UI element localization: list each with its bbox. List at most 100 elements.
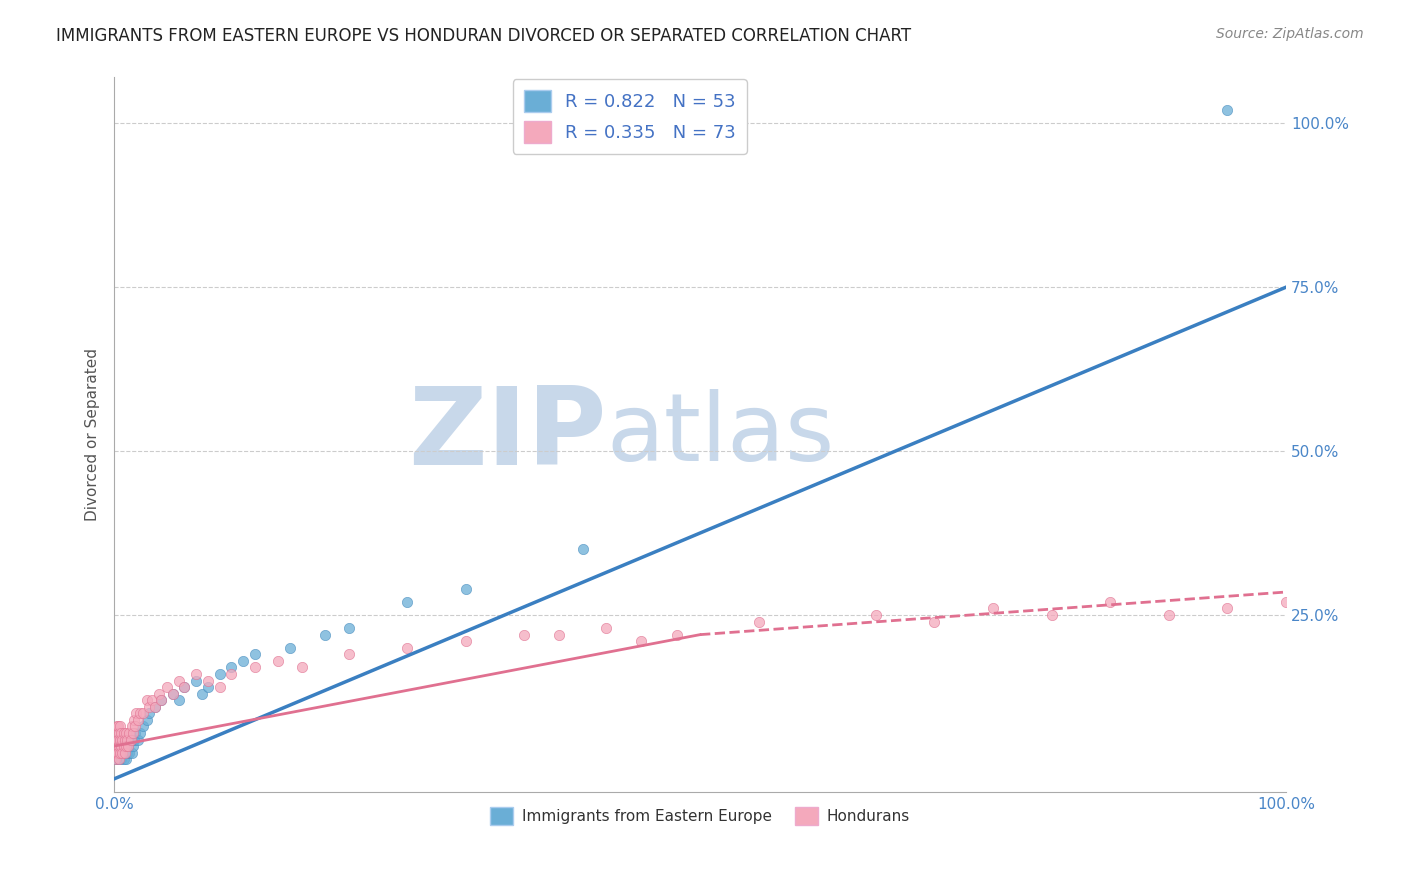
Point: [197, 680, 219, 694]
Point: [114, 732, 136, 747]
Point: [108, 732, 131, 747]
Point: [162, 687, 184, 701]
Point: [127, 732, 149, 747]
Point: [243, 648, 266, 662]
Point: [115, 732, 138, 747]
Point: [121, 719, 143, 733]
Point: [110, 739, 132, 753]
Point: [124, 719, 146, 733]
Point: [108, 719, 131, 733]
Point: [104, 726, 127, 740]
Point: [105, 739, 128, 753]
Point: [115, 746, 138, 760]
Point: [221, 660, 243, 674]
Point: [122, 732, 145, 747]
Point: [162, 687, 184, 701]
Point: [865, 607, 887, 622]
Point: [125, 706, 148, 721]
Point: [314, 627, 336, 641]
Point: [167, 693, 190, 707]
Point: [107, 732, 129, 747]
Point: [103, 746, 125, 760]
Point: [118, 726, 141, 740]
Point: [114, 732, 136, 747]
Point: [115, 739, 138, 753]
Point: [121, 732, 143, 747]
Point: [132, 719, 155, 733]
Point: [1216, 601, 1239, 615]
Point: [278, 640, 301, 655]
Point: [105, 746, 128, 760]
Point: [111, 746, 134, 760]
Point: [104, 746, 127, 760]
Point: [110, 752, 132, 766]
Point: [1099, 595, 1122, 609]
Point: [143, 699, 166, 714]
Point: [108, 739, 131, 753]
Point: [107, 719, 129, 733]
Point: [112, 739, 135, 753]
Point: [186, 673, 208, 688]
Point: [143, 699, 166, 714]
Point: [107, 746, 129, 760]
Point: [291, 660, 314, 674]
Point: [337, 648, 360, 662]
Point: [115, 752, 138, 766]
Point: [117, 739, 139, 753]
Point: [1216, 103, 1239, 118]
Point: [108, 732, 131, 747]
Point: [127, 713, 149, 727]
Point: [107, 746, 129, 760]
Point: [114, 746, 136, 760]
Point: [572, 542, 595, 557]
Point: [129, 726, 152, 740]
Point: [232, 654, 254, 668]
Point: [108, 746, 131, 760]
Point: [108, 752, 131, 766]
Point: [129, 706, 152, 721]
Point: [156, 680, 179, 694]
Point: [396, 595, 419, 609]
Point: [120, 732, 142, 747]
Point: [121, 746, 143, 760]
Point: [138, 699, 160, 714]
Point: [1040, 607, 1063, 622]
Text: ZIP: ZIP: [408, 382, 606, 488]
Legend: Immigrants from Eastern Europe, Hondurans: Immigrants from Eastern Europe, Honduran…: [481, 797, 920, 834]
Point: [105, 719, 128, 733]
Point: [111, 732, 134, 747]
Point: [243, 660, 266, 674]
Point: [115, 739, 138, 753]
Point: [197, 673, 219, 688]
Point: [104, 752, 127, 766]
Point: [630, 634, 652, 648]
Point: [114, 746, 136, 760]
Point: [595, 621, 617, 635]
Point: [110, 739, 132, 753]
Point: [108, 752, 131, 766]
Y-axis label: Divorced or Separated: Divorced or Separated: [86, 348, 100, 521]
Text: atlas: atlas: [606, 389, 835, 481]
Point: [122, 726, 145, 740]
Point: [267, 654, 290, 668]
Point: [136, 693, 159, 707]
Point: [396, 640, 419, 655]
Point: [115, 726, 138, 740]
Point: [141, 693, 163, 707]
Point: [107, 732, 129, 747]
Point: [105, 732, 128, 747]
Point: [103, 752, 125, 766]
Point: [104, 739, 127, 753]
Point: [1157, 607, 1180, 622]
Point: [1275, 595, 1298, 609]
Point: [136, 713, 159, 727]
Point: [337, 621, 360, 635]
Point: [103, 739, 125, 753]
Point: [548, 627, 571, 641]
Point: [132, 706, 155, 721]
Point: [208, 667, 231, 681]
Point: [110, 726, 132, 740]
Point: [191, 687, 214, 701]
Point: [111, 746, 134, 760]
Point: [981, 601, 1004, 615]
